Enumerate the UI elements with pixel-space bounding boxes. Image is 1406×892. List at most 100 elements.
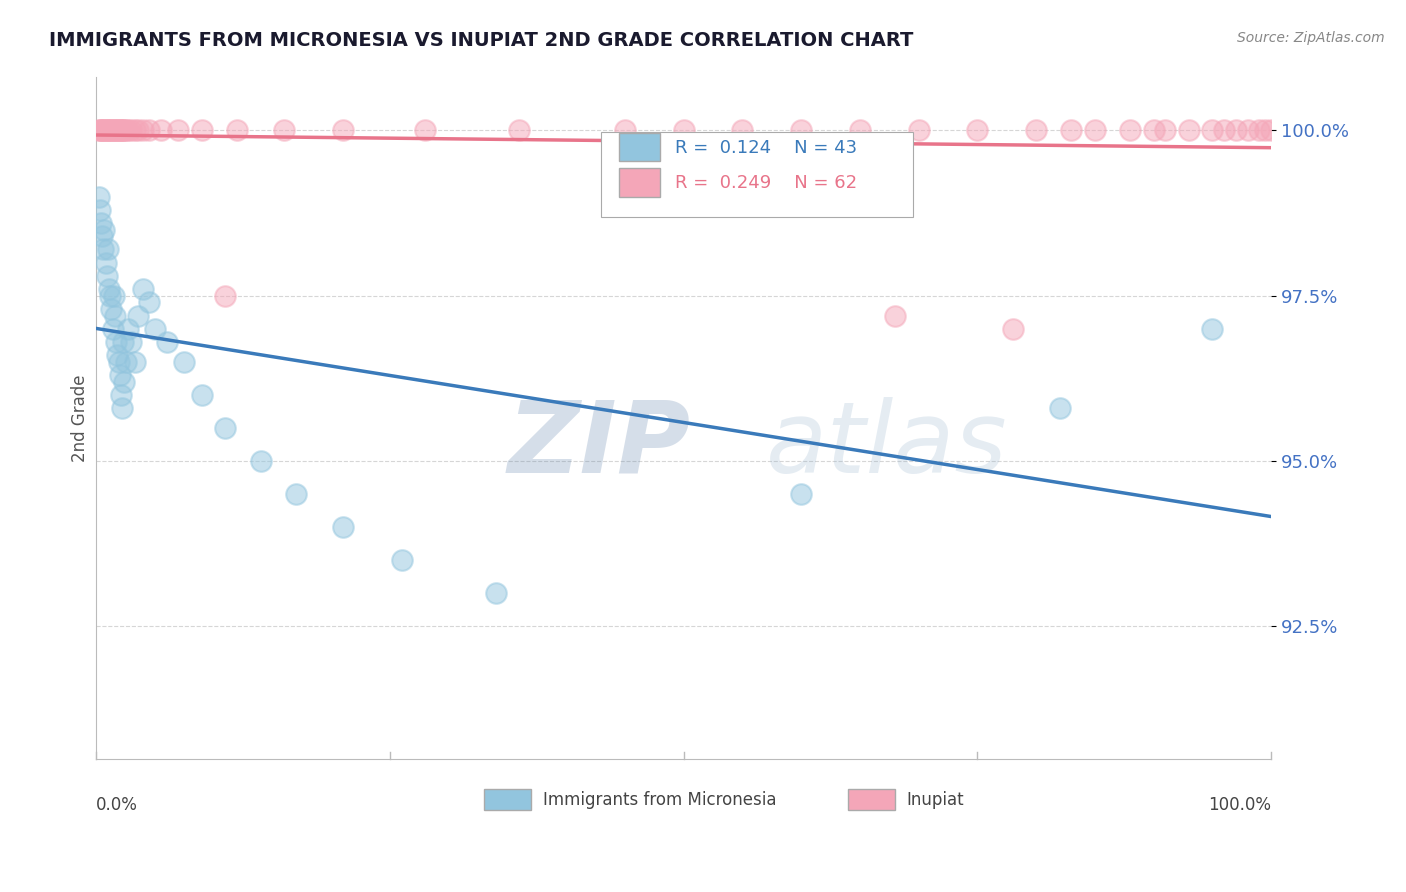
Point: [112, 123, 135, 137]
Point: [104, 123, 127, 137]
Point: [1049, 401, 1071, 416]
Bar: [619, 168, 661, 196]
Point: [124, 123, 146, 137]
Point: [143, 322, 166, 336]
Point: [107, 123, 129, 137]
Point: [167, 123, 190, 137]
Point: [332, 123, 354, 137]
Point: [87, 189, 110, 203]
Point: [89, 123, 111, 137]
Point: [105, 334, 128, 349]
Point: [332, 520, 354, 534]
Point: [156, 334, 179, 349]
Point: [1236, 123, 1258, 137]
Point: [110, 388, 132, 402]
Point: [93, 222, 115, 236]
Point: [173, 355, 195, 369]
Point: [613, 123, 636, 137]
Point: [249, 454, 271, 468]
Point: [790, 123, 813, 137]
Point: [103, 123, 125, 137]
Point: [112, 334, 135, 349]
Point: [120, 123, 142, 137]
Text: ZIP: ZIP: [508, 397, 690, 494]
Point: [1201, 322, 1223, 336]
Point: [108, 123, 131, 137]
Point: [96, 123, 118, 137]
Bar: [484, 789, 531, 810]
Point: [1213, 123, 1236, 137]
Point: [114, 355, 136, 369]
Point: [101, 123, 124, 137]
Point: [907, 123, 929, 137]
Point: [132, 123, 155, 137]
Point: [98, 282, 121, 296]
Point: [1001, 322, 1024, 336]
Point: [112, 375, 135, 389]
Point: [105, 123, 128, 137]
Point: [90, 216, 112, 230]
Point: [138, 123, 160, 137]
Point: [91, 243, 114, 257]
Point: [97, 243, 120, 257]
Point: [273, 123, 295, 137]
Point: [96, 268, 118, 283]
Point: [105, 348, 128, 362]
Point: [120, 334, 142, 349]
Text: Immigrants from Micronesia: Immigrants from Micronesia: [543, 790, 776, 809]
Point: [149, 123, 172, 137]
Point: [105, 123, 128, 137]
Point: [127, 309, 149, 323]
Point: [1254, 123, 1277, 137]
Bar: [848, 789, 896, 810]
Point: [132, 282, 155, 296]
Point: [112, 123, 135, 137]
Point: [884, 309, 907, 323]
Text: Source: ZipAtlas.com: Source: ZipAtlas.com: [1237, 31, 1385, 45]
Point: [98, 289, 121, 303]
Point: [117, 322, 139, 336]
Point: [103, 289, 125, 303]
Point: [1060, 123, 1083, 137]
Point: [87, 123, 110, 137]
Point: [1142, 123, 1164, 137]
Point: [89, 202, 111, 217]
Point: [214, 289, 236, 303]
Text: R =  0.124    N = 43: R = 0.124 N = 43: [675, 138, 858, 157]
Point: [1225, 123, 1247, 137]
Point: [124, 355, 146, 369]
Point: [107, 355, 129, 369]
Point: [790, 487, 813, 501]
Y-axis label: 2nd Grade: 2nd Grade: [72, 375, 89, 462]
Point: [91, 229, 114, 244]
Point: [117, 123, 139, 137]
Point: [94, 255, 117, 269]
Text: IMMIGRANTS FROM MICRONESIA VS INUPIAT 2ND GRADE CORRELATION CHART: IMMIGRANTS FROM MICRONESIA VS INUPIAT 2N…: [49, 31, 914, 50]
Point: [114, 123, 136, 137]
Point: [93, 123, 115, 137]
Text: Inupiat: Inupiat: [907, 790, 965, 809]
Point: [97, 123, 120, 137]
Point: [1154, 123, 1177, 137]
Point: [966, 123, 988, 137]
Point: [1249, 123, 1271, 137]
Point: [127, 123, 149, 137]
Point: [1119, 123, 1142, 137]
Point: [191, 388, 214, 402]
Point: [111, 123, 134, 137]
Point: [849, 123, 872, 137]
Point: [508, 123, 530, 137]
Point: [485, 586, 508, 600]
Point: [101, 322, 124, 336]
Point: [108, 368, 131, 383]
Point: [90, 123, 112, 137]
Text: 100.0%: 100.0%: [1208, 797, 1271, 814]
Point: [104, 309, 127, 323]
Point: [91, 123, 114, 137]
Point: [138, 295, 160, 310]
Point: [1260, 123, 1282, 137]
Bar: [619, 133, 661, 161]
Point: [111, 401, 134, 416]
Point: [226, 123, 249, 137]
Text: R =  0.249    N = 62: R = 0.249 N = 62: [675, 174, 858, 192]
